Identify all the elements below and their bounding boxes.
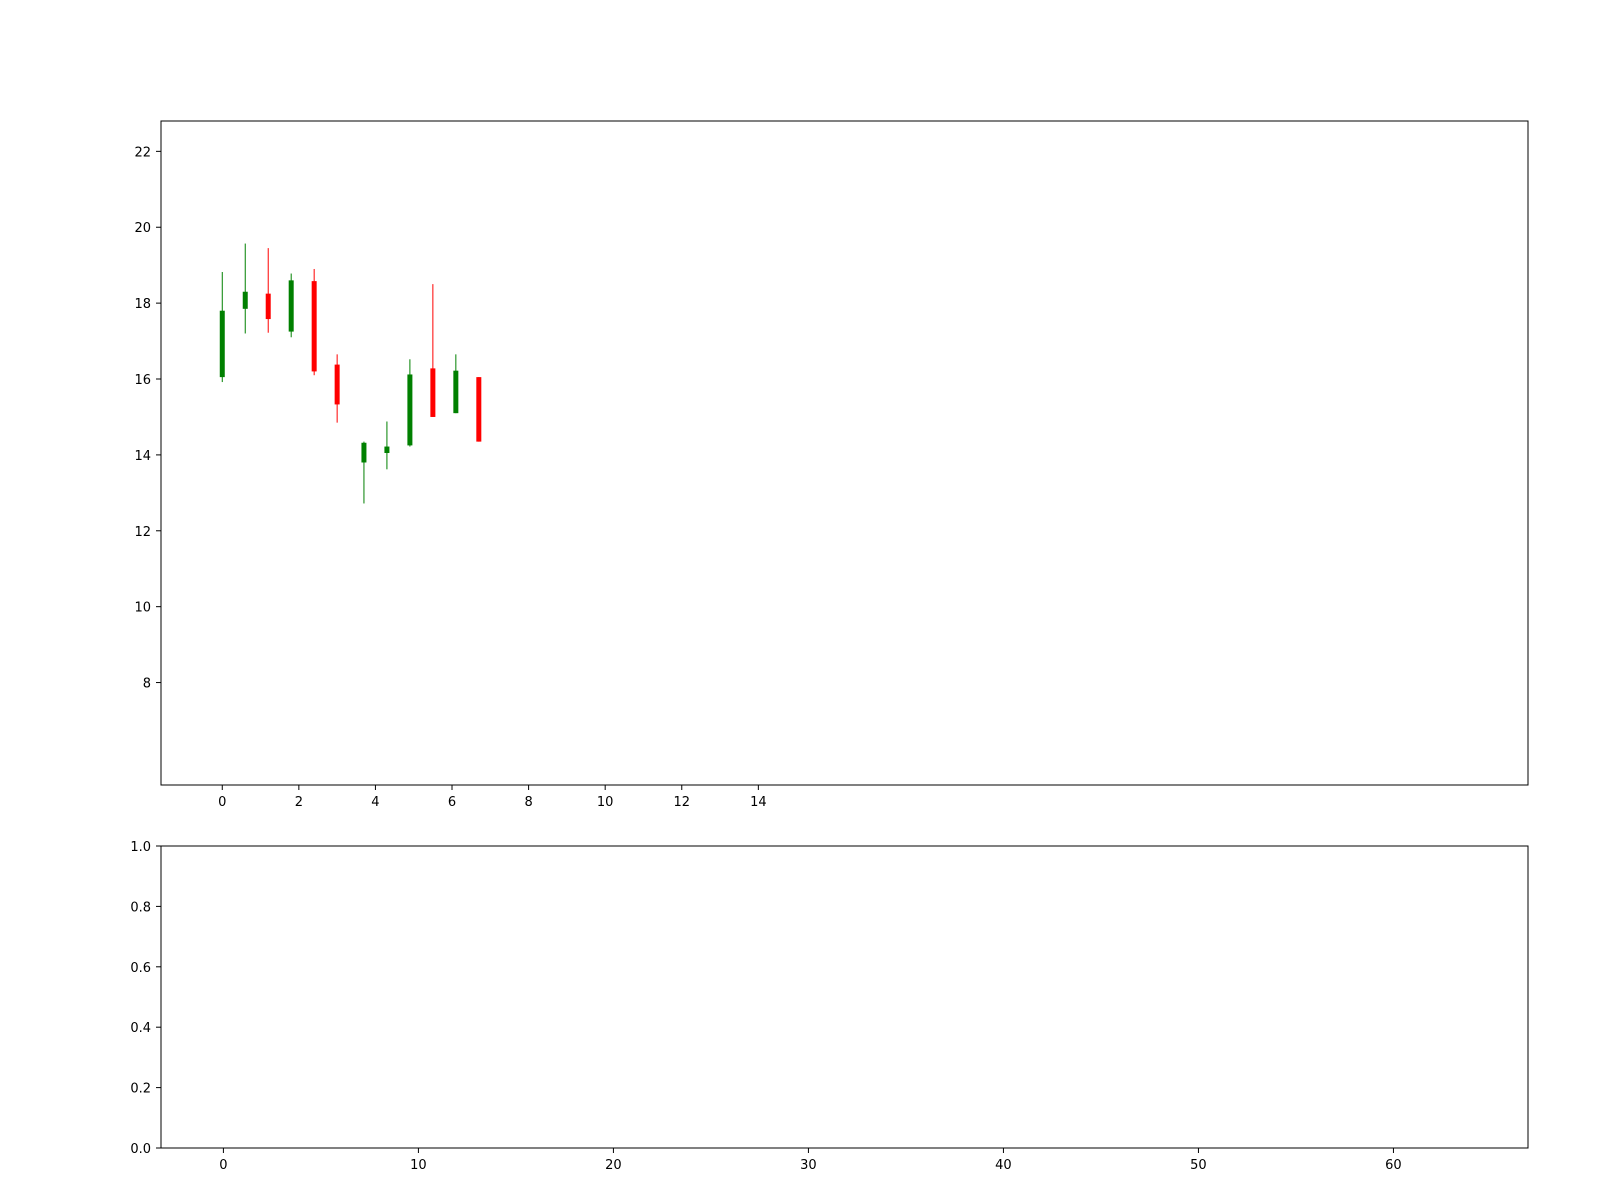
price-x-axis: 0 2 4 6 8 10 12 14 bbox=[218, 785, 767, 810]
volume-y-tick-label: 0.0 bbox=[130, 1142, 151, 1157]
candle-body bbox=[476, 377, 482, 442]
candle bbox=[219, 272, 225, 383]
candle bbox=[384, 421, 390, 470]
candle-body bbox=[430, 368, 436, 417]
candle-body bbox=[265, 293, 271, 320]
volume-x-axis: 0 10 20 30 40 50 60 bbox=[219, 1148, 1402, 1173]
candle bbox=[407, 359, 413, 447]
volume-x-tick-label: 40 bbox=[995, 1158, 1012, 1173]
price-y-axis: 8 10 12 14 16 18 20 22 bbox=[134, 145, 161, 692]
price-x-tick-label: 2 bbox=[295, 795, 303, 810]
candle bbox=[288, 273, 294, 338]
candle bbox=[242, 243, 248, 334]
volume-x-tick-label: 10 bbox=[410, 1158, 427, 1173]
candle bbox=[361, 441, 367, 504]
volume-x-tick-label: 20 bbox=[605, 1158, 622, 1173]
price-x-tick-label: 8 bbox=[524, 795, 532, 810]
price-x-tick-label: 4 bbox=[371, 795, 379, 810]
candle bbox=[265, 248, 271, 333]
price-y-tick-label: 8 bbox=[143, 677, 151, 692]
volume-y-tick-label: 0.4 bbox=[130, 1021, 151, 1036]
price-y-tick-label: 22 bbox=[134, 145, 151, 160]
candle bbox=[430, 284, 436, 417]
price-y-tick-label: 20 bbox=[134, 221, 151, 236]
volume-x-tick-label: 60 bbox=[1385, 1158, 1402, 1173]
price-y-tick-label: 12 bbox=[134, 525, 151, 540]
candle-body bbox=[219, 310, 225, 378]
volume-x-tick-label: 0 bbox=[219, 1158, 227, 1173]
candle-body bbox=[288, 280, 294, 332]
volume-y-tick-label: 0.8 bbox=[130, 900, 151, 915]
price-y-tick-label: 14 bbox=[134, 449, 151, 464]
price-candles bbox=[219, 243, 482, 504]
candle bbox=[453, 354, 459, 414]
price-x-tick-label: 6 bbox=[448, 795, 456, 810]
volume-y-tick-label: 0.6 bbox=[130, 961, 151, 976]
price-x-tick-label: 0 bbox=[218, 795, 226, 810]
candle-body bbox=[384, 446, 390, 453]
price-chart-frame bbox=[160, 120, 1529, 786]
price-y-tick-label: 16 bbox=[134, 373, 151, 388]
volume-chart-frame bbox=[160, 845, 1529, 1149]
volume-y-tick-label: 1.0 bbox=[130, 840, 151, 855]
candle-body bbox=[361, 442, 367, 463]
candle-body bbox=[407, 374, 413, 446]
price-chart: 0 2 4 6 8 10 12 14 8 10 12 14 16 18 20 22 bbox=[134, 120, 1529, 810]
volume-x-tick-label: 50 bbox=[1190, 1158, 1207, 1173]
volume-chart: 0 10 20 30 40 50 60 0.0 0.2 0.4 0.6 0.8 1.0 bbox=[130, 840, 1529, 1173]
candle bbox=[311, 268, 317, 376]
candle-body bbox=[334, 364, 340, 405]
volume-x-tick-label: 30 bbox=[800, 1158, 817, 1173]
price-y-tick-label: 18 bbox=[134, 297, 151, 312]
candle-body bbox=[242, 291, 248, 309]
candle-body bbox=[453, 370, 459, 414]
candle-body bbox=[311, 281, 317, 372]
price-x-tick-label: 14 bbox=[750, 795, 767, 810]
volume-y-tick-label: 0.2 bbox=[130, 1082, 151, 1097]
candle bbox=[476, 377, 482, 442]
volume-y-axis: 0.0 0.2 0.4 0.6 0.8 1.0 bbox=[130, 840, 161, 1157]
price-x-tick-label: 12 bbox=[673, 795, 690, 810]
candle bbox=[334, 354, 340, 423]
price-y-tick-label: 10 bbox=[134, 601, 151, 616]
price-x-tick-label: 10 bbox=[597, 795, 614, 810]
